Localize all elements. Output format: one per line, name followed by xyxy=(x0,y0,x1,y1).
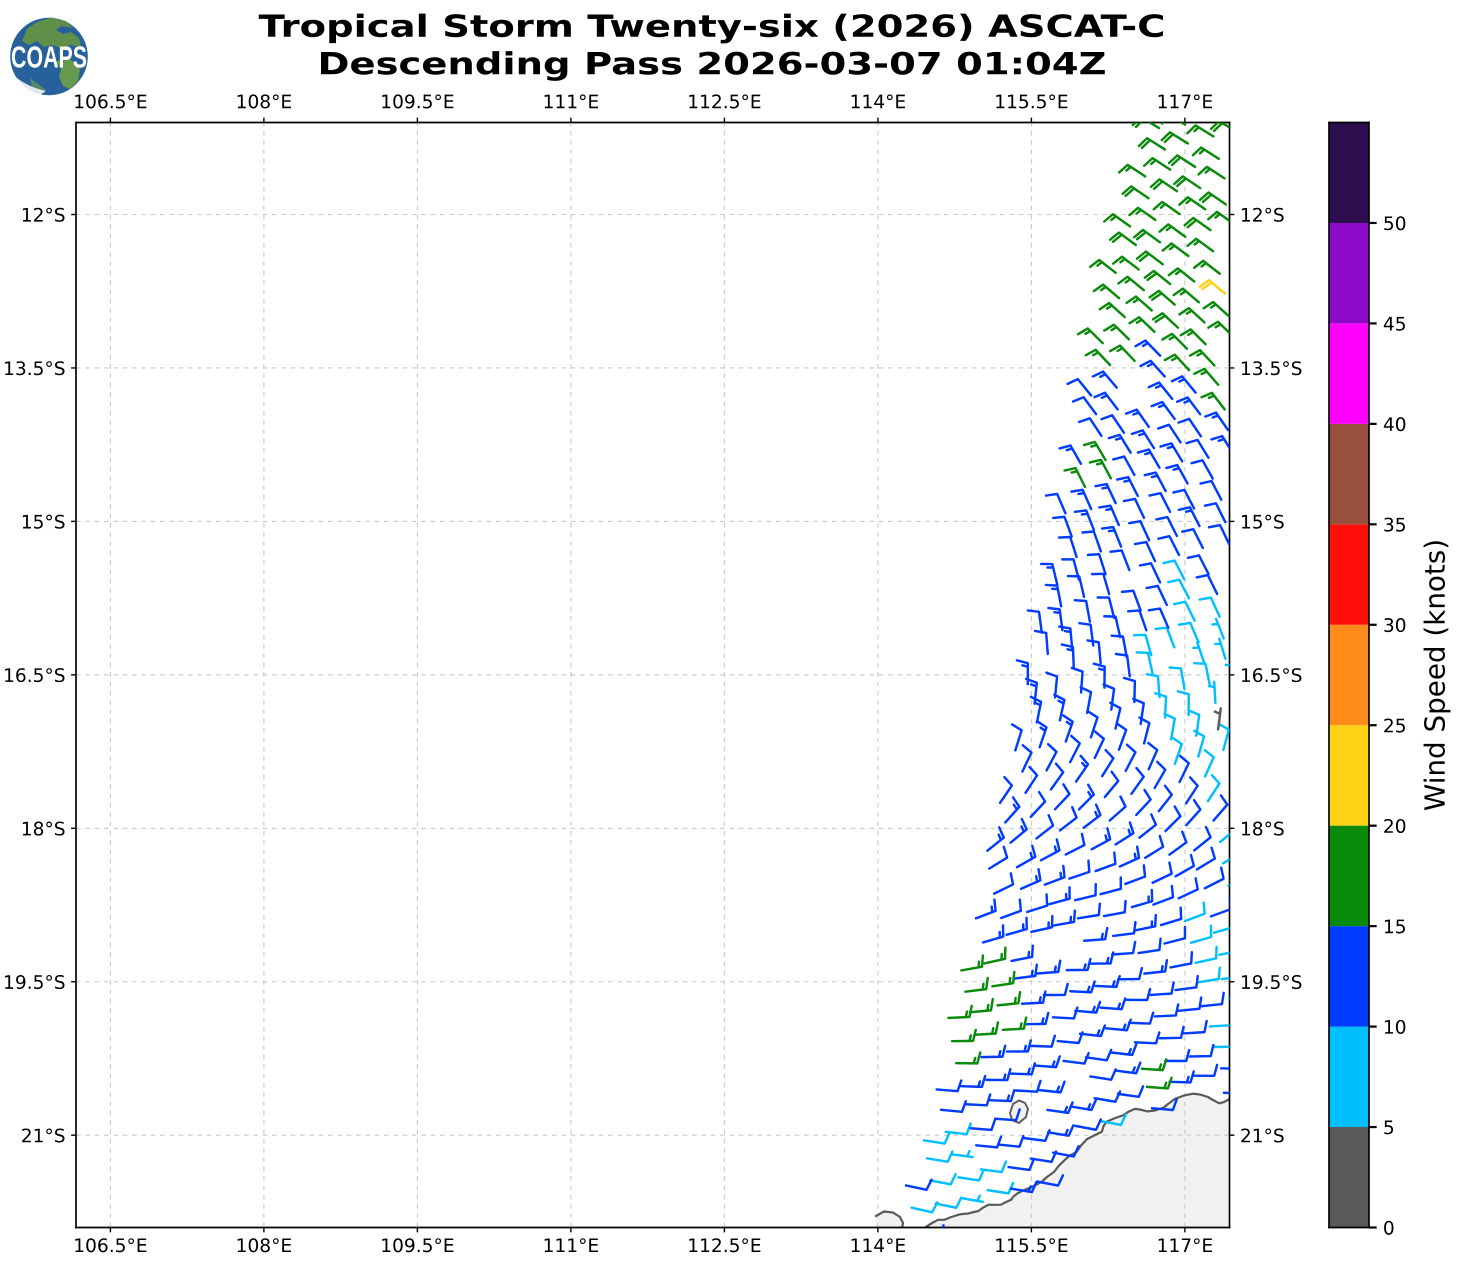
svg-text:COAPS: COAPS xyxy=(11,40,87,75)
